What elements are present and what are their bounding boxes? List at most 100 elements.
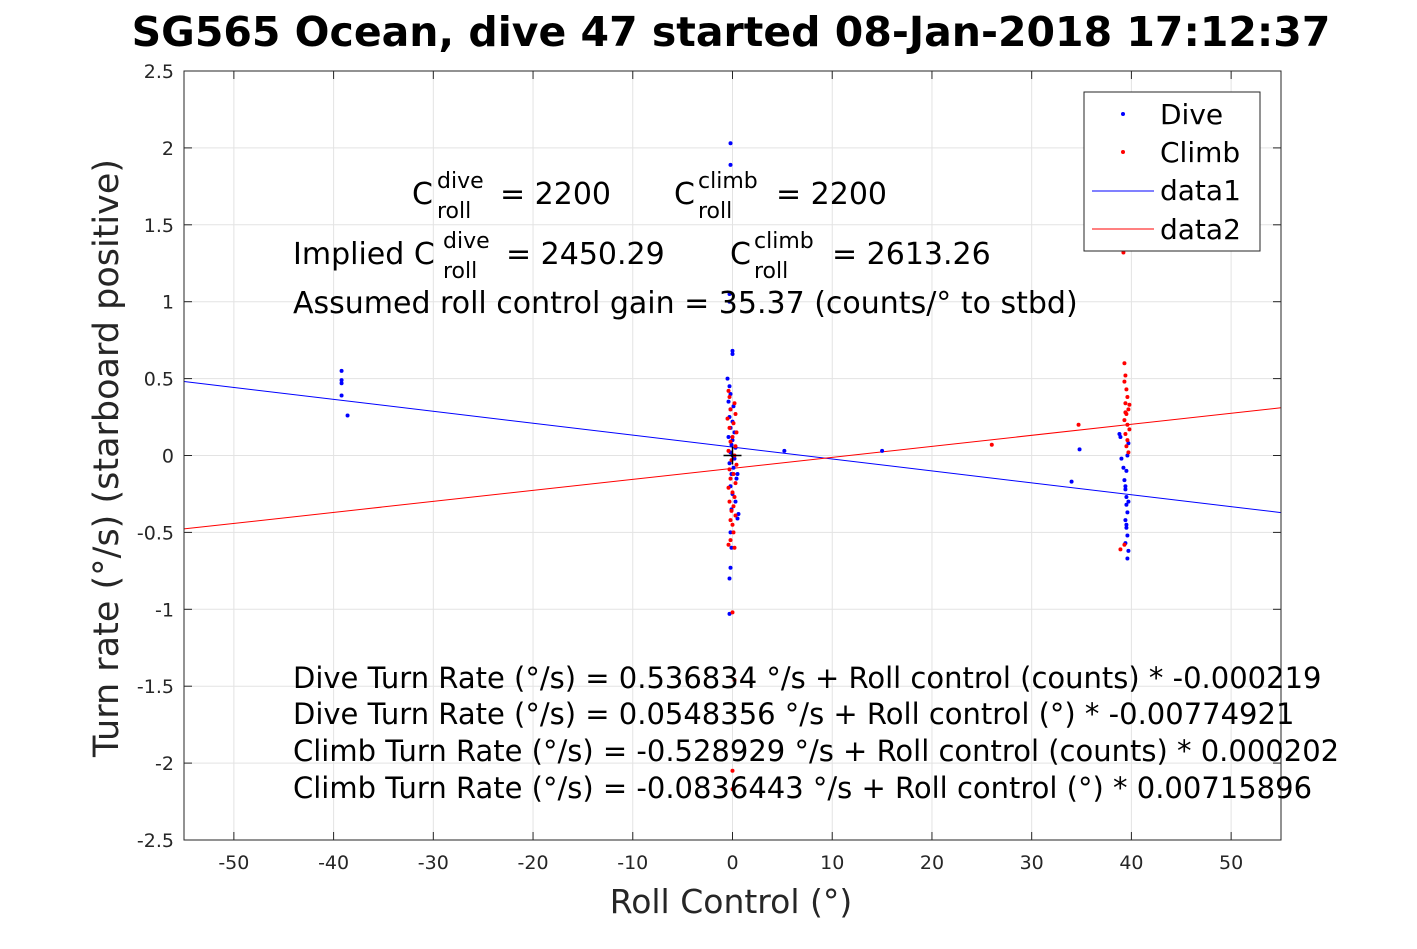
data-points (339, 141, 1132, 792)
point-dive (1123, 487, 1128, 492)
x-tick-label: -50 (218, 852, 249, 874)
point-dive (731, 404, 736, 409)
point-dive (729, 545, 734, 550)
point-dive (1124, 525, 1129, 530)
point-climb (728, 538, 733, 543)
point-climb (1122, 361, 1127, 366)
y-tick-label: 1 (162, 292, 174, 314)
y-tick-label: -0.5 (137, 522, 174, 544)
implied-prefix: Implied C (293, 237, 435, 272)
point-climb (730, 435, 735, 440)
point-dive (727, 611, 732, 616)
implied-dive-sub: roll (443, 259, 477, 284)
point-dive (727, 384, 732, 389)
point-climb (727, 499, 732, 504)
point-dive (1069, 479, 1074, 484)
x-tick-label: 50 (1219, 852, 1243, 874)
y-tick-label: -1 (155, 599, 174, 621)
implied-climb-sub: roll (754, 259, 788, 284)
point-dive (734, 476, 739, 481)
point-climb (733, 513, 738, 518)
legend: Dive Climb data1 data2 (1083, 91, 1261, 252)
point-climb (732, 678, 737, 683)
c-climb-value: = 2200 (776, 177, 887, 212)
y-axis-label: Turn rate (°/s) (starboard positive) (87, 159, 127, 758)
point-climb (728, 518, 733, 523)
implied-dive-sup: dive (443, 229, 490, 254)
point-dive (728, 530, 733, 535)
x-tick-label: -40 (318, 852, 349, 874)
point-dive (1123, 484, 1128, 489)
y-tick-label: -2.5 (137, 830, 174, 852)
point-climb (728, 476, 733, 481)
point-climb (1122, 542, 1127, 547)
x-tick-label: -10 (617, 852, 648, 874)
point-dive (727, 576, 732, 581)
point-climb (1122, 418, 1127, 423)
point-dive (733, 499, 738, 504)
point-dive (1124, 522, 1129, 527)
point-dive (1124, 502, 1129, 507)
point-dive (1125, 510, 1130, 515)
point-climb (726, 542, 731, 547)
point-dive (735, 516, 740, 521)
y-tick-label: -2 (155, 753, 174, 775)
point-climb (728, 407, 733, 412)
implied-dive-value: = 2450.29 (506, 237, 665, 272)
point-dive (1117, 431, 1122, 436)
point-climb (1125, 395, 1130, 400)
point-dive (735, 471, 740, 476)
point-climb (1127, 427, 1132, 432)
point-climb (732, 495, 737, 500)
point-dive (1126, 441, 1131, 446)
point-dive (727, 461, 732, 466)
point-dive (782, 448, 787, 453)
point-climb (733, 444, 738, 449)
point-dive (732, 456, 737, 461)
y-tick-label: 2.5 (144, 61, 174, 83)
annotations: C dive roll = 2200 C climb roll = 2200 I… (293, 161, 1339, 805)
point-dive (1123, 518, 1128, 523)
point-climb (1123, 373, 1128, 378)
point-dive (1119, 456, 1124, 461)
point-dive (1124, 468, 1129, 473)
implied-annotation: Implied C dive roll = 2450.29 C climb ro… (293, 221, 991, 286)
point-climb (1076, 422, 1081, 427)
point-dive (728, 162, 733, 167)
point-dive (1126, 499, 1131, 504)
point-climb (989, 442, 994, 447)
point-climb (731, 530, 736, 535)
c-dive-value: = 2200 (500, 177, 611, 212)
point-dive (1126, 548, 1131, 553)
point-dive (1125, 556, 1130, 561)
point-dive (339, 393, 344, 398)
y-tick-label: 1.5 (144, 215, 174, 237)
x-axis-label: Roll Control (°) (610, 882, 853, 921)
point-climb (730, 768, 735, 773)
point-climb (730, 787, 735, 792)
y-tick-label: -1.5 (137, 676, 174, 698)
c-climb-sup: climb (698, 169, 758, 194)
point-dive (731, 465, 736, 470)
point-climb (726, 388, 731, 393)
point-dive (726, 435, 731, 440)
c-dive-annotation: C dive roll = 2200 (412, 161, 611, 226)
point-dive (1121, 465, 1126, 470)
point-dive (339, 368, 344, 373)
c-climb-sub: roll (698, 199, 732, 224)
point-dive (726, 399, 731, 404)
legend-data1-label: data1 (1160, 174, 1241, 207)
c-dive-label: C (412, 177, 433, 212)
point-dive (1125, 453, 1130, 458)
c-dive-sub: roll (437, 199, 471, 224)
point-climb (731, 504, 736, 509)
c-dive-sup: dive (437, 169, 484, 194)
origin-marker (723, 446, 742, 465)
point-climb (730, 522, 735, 527)
point-climb (725, 416, 730, 421)
point-climb (1125, 438, 1130, 443)
point-dive (730, 348, 735, 353)
x-tick-label: -30 (418, 852, 449, 874)
implied-climb-label: C (730, 237, 751, 272)
